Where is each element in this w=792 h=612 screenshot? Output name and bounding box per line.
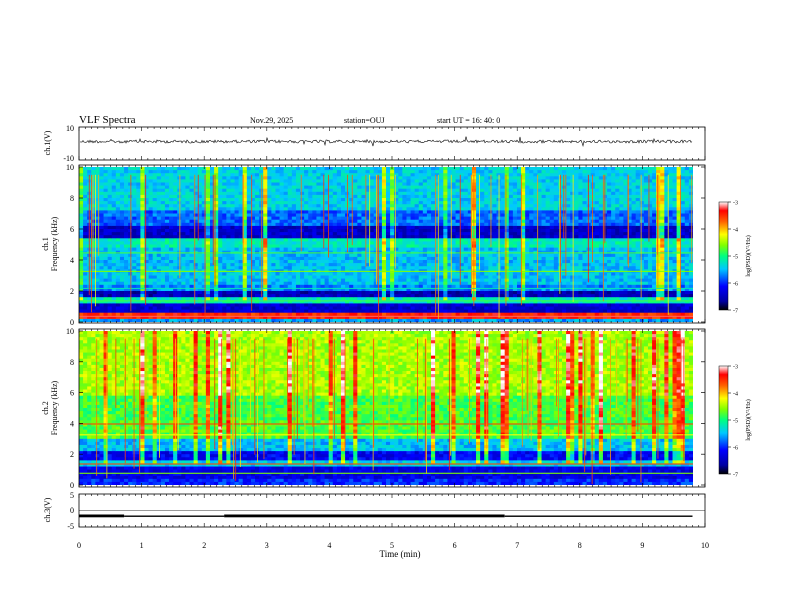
ch2-colorbar-tick--3: -3 xyxy=(733,365,738,371)
ch1-colorbar-tick--3: -3 xyxy=(733,201,738,207)
ch3-segment xyxy=(224,514,505,518)
ch1-waveform-trace xyxy=(79,136,693,147)
ch3-ytick-bottom: -5 xyxy=(67,522,74,531)
ch2-colorbar-label: log(PSD)(V²/Hz) xyxy=(745,399,752,440)
ch3-ytick-mid: 0 xyxy=(70,506,74,515)
ch1-waveform-panel: 10 -10 ch.1(V) xyxy=(43,124,706,163)
ch2-spectrogram-panel: 0 2 4 6 8 10 ch.2 Frequency (kHz) xyxy=(41,327,706,490)
ch1-colorbar-tick--7: -7 xyxy=(733,309,738,315)
ch2-colorbar-tick--6: -6 xyxy=(733,446,738,452)
time-tick-6: 6 xyxy=(453,541,457,550)
ch1-colorbar-tick--5: -5 xyxy=(733,255,738,261)
ch2-spec-channel-label: ch.2 xyxy=(41,401,50,415)
ch2-colorbar-tick--5: -5 xyxy=(733,419,738,425)
ch1-spec-ytick-2: 2 xyxy=(70,287,74,296)
time-tick-2: 2 xyxy=(202,541,206,550)
time-tick-9: 9 xyxy=(640,541,644,550)
ch1-spectrogram-image xyxy=(79,167,693,322)
ch3-ytick-top: 5 xyxy=(70,491,74,500)
ch3-segment xyxy=(504,515,693,517)
ch1-spec-ytick-6: 6 xyxy=(70,225,74,234)
ch2-spec-ytick-2: 2 xyxy=(70,450,74,459)
ch2-colorbar: -3 -4 -5 -6 -7 log(PSD)(V²/Hz) xyxy=(718,365,752,479)
ch2-colorbar-tick--7: -7 xyxy=(733,473,738,479)
ch2-spec-yticks: 0 2 4 6 8 10 xyxy=(66,327,705,490)
time-tick-4: 4 xyxy=(327,541,331,550)
ch1-spec-ytick-0: 0 xyxy=(70,318,74,327)
time-tick-8: 8 xyxy=(578,541,582,550)
ch3-ylabel: ch.3(V) xyxy=(43,497,52,522)
ch1-spectrogram-panel: 0 2 4 6 8 10 ch.1 Frequency (kHz) xyxy=(41,163,706,327)
ch1-ytick-top: 10 xyxy=(66,124,74,133)
time-tick-3: 3 xyxy=(265,541,269,550)
time-tick-0: 0 xyxy=(77,541,81,550)
ch1-colorbar-tick--4: -4 xyxy=(733,228,738,234)
ch2-spec-ytick-10: 10 xyxy=(66,327,74,336)
time-tick-1: 1 xyxy=(140,541,144,550)
ch1-spec-yticks: 0 2 4 6 8 10 xyxy=(66,163,705,327)
time-axis-title: Time (min) xyxy=(380,549,421,559)
ch3-segment xyxy=(124,515,225,517)
time-axis-ticks xyxy=(78,127,706,527)
time-tick-5: 5 xyxy=(390,541,394,550)
ch1-colorbar: -3 -4 -5 -6 -7 log(PSD)(V²/Hz) xyxy=(718,201,752,315)
ch1-colorbar-label: log(PSD)(V²/Hz) xyxy=(745,235,752,276)
ch1-spec-ytick-8: 8 xyxy=(70,194,74,203)
ch2-colorbar-tick--4: -4 xyxy=(733,392,738,398)
figure-title: VLF Spectra xyxy=(79,114,136,126)
ch1-ylabel: ch.1(V) xyxy=(43,130,52,155)
ch1-spec-ytick-10: 10 xyxy=(66,163,74,172)
ch1-spec-channel-label: ch.1 xyxy=(41,237,50,251)
ch2-spec-ylabel: Frequency (kHz) xyxy=(50,380,59,435)
ch1-spec-ylabel: Frequency (kHz) xyxy=(50,216,59,271)
ch3-segment xyxy=(79,514,125,518)
date-label: Nov.29, 2025 xyxy=(250,116,293,125)
time-tick-10: 10 xyxy=(701,541,709,550)
ch2-spec-ytick-8: 8 xyxy=(70,358,74,367)
time-axis-labels: 0 1 2 3 4 5 6 7 8 9 10 xyxy=(77,541,709,550)
ch2-spec-ytick-6: 6 xyxy=(70,389,74,398)
ch3-signal-panel: 5 0 -5 ch.3(V) xyxy=(43,491,706,531)
start-time-label: start UT = 16: 40: 0 xyxy=(437,116,500,125)
station-label: station=OUJ xyxy=(344,116,385,125)
ch2-spec-ytick-0: 0 xyxy=(70,481,74,490)
ch1-spec-ytick-4: 4 xyxy=(70,256,74,265)
ch1-ytick-bottom: -10 xyxy=(63,154,74,163)
ch2-spec-ytick-4: 4 xyxy=(70,419,74,428)
time-tick-7: 7 xyxy=(515,541,519,550)
ch1-colorbar-tick--6: -6 xyxy=(733,282,738,288)
ch2-spectrogram-image xyxy=(79,331,693,485)
